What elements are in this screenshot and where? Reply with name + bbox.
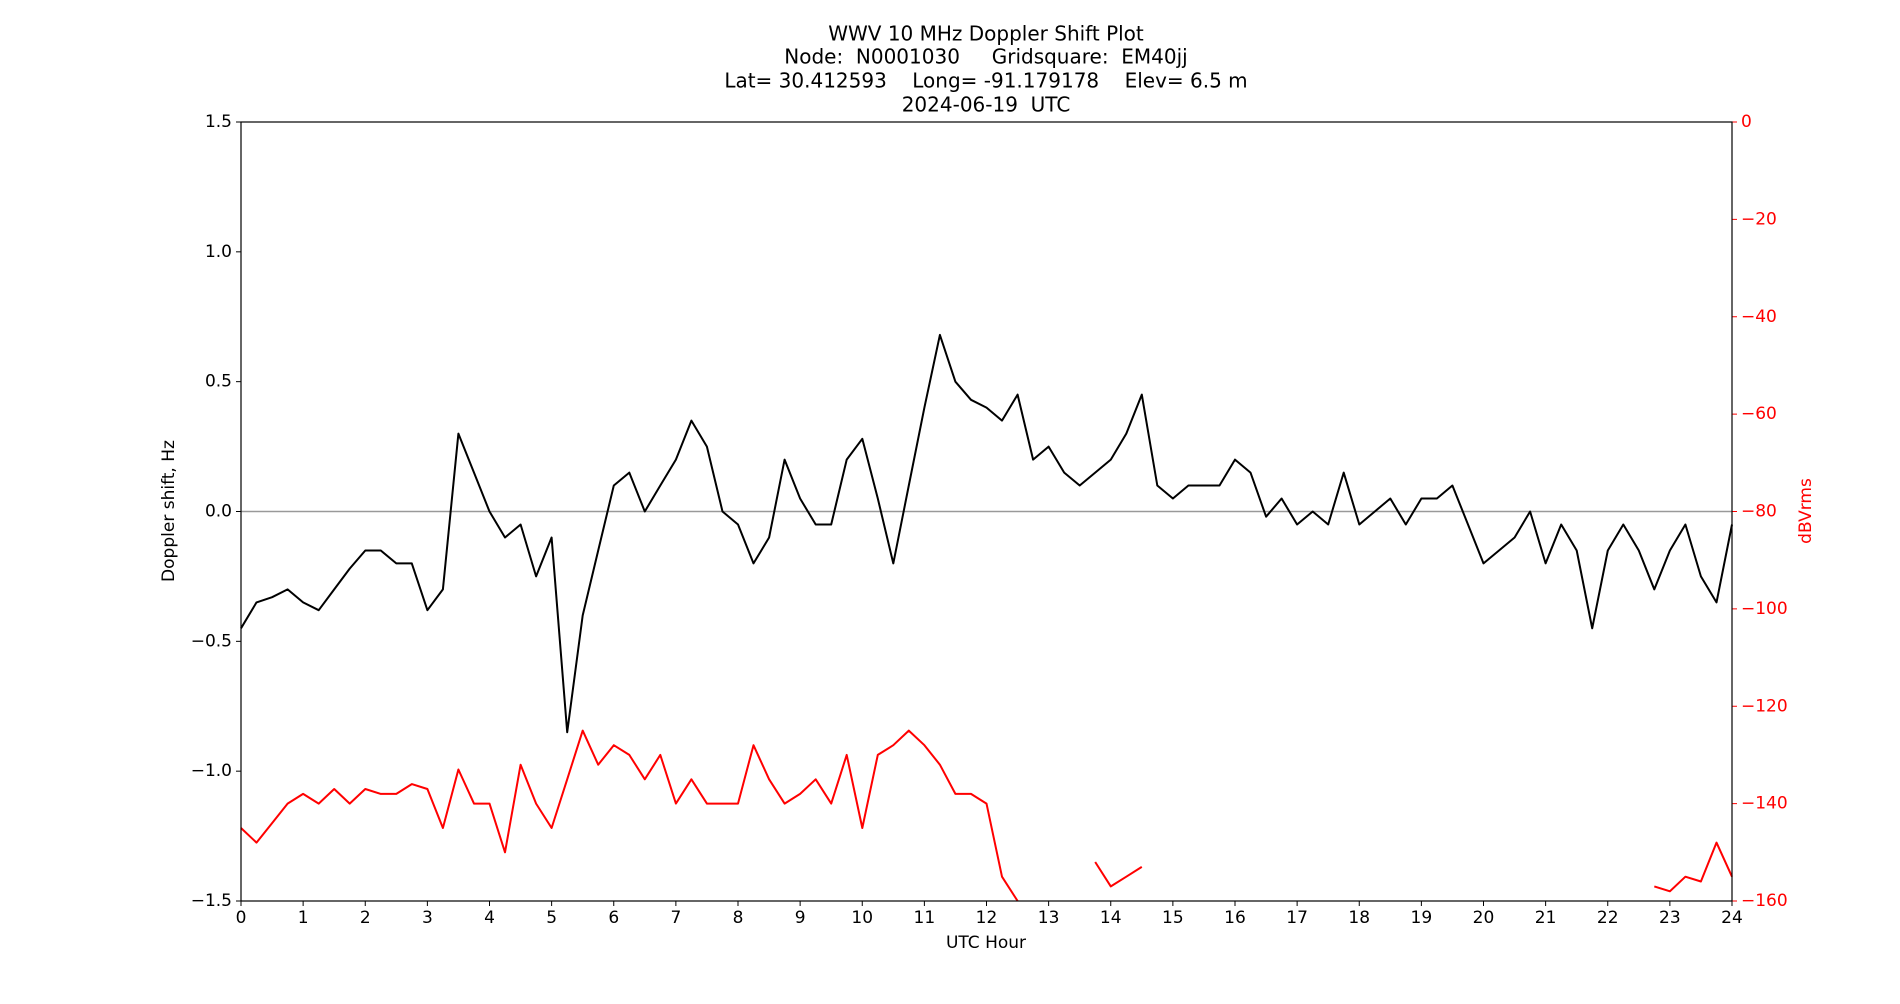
x-tick-label: 3 [422,908,433,928]
x-tick-label: 12 [976,908,998,928]
x-tick-label: 2 [360,908,371,928]
x-tick-label: 6 [608,908,619,928]
y2-tick-label: −140 [1741,794,1788,814]
y-tick-label: −0.5 [191,631,232,651]
chart-title: WWV 10 MHz Doppler Shift Plot [828,22,1144,46]
y2-tick-label: −120 [1741,696,1788,716]
y2-tick-label: −80 [1741,502,1777,522]
y-axis-label: Doppler shift, Hz [159,440,179,582]
x-tick-label: 8 [733,908,744,928]
y2-tick-label: −60 [1741,404,1777,424]
y-tick-label: −1.0 [191,761,232,781]
x-tick-label: 20 [1473,908,1495,928]
data-line [240,333,1733,734]
y2-tick-label: −160 [1741,891,1788,911]
y2-axis-label: dBVrms [1796,478,1816,544]
y2-tick-label: −100 [1741,599,1788,619]
chart-subtitle: 2024-06-19 UTC [902,93,1071,117]
chart-subtitle: Node: N0001030 Gridsquare: EM40jj [784,45,1188,69]
x-tick-label: 14 [1100,908,1122,928]
x-tick-label: 23 [1659,908,1681,928]
chart-subtitle: Lat= 30.412593 Long= -91.179178 Elev= 6.… [724,69,1247,93]
y-tick-label: −1.5 [191,891,232,911]
x-tick-label: 18 [1348,908,1370,928]
y-tick-label: 0.5 [205,372,232,392]
x-tick-label: 15 [1162,908,1184,928]
x-axis-label: UTC Hour [946,933,1026,953]
data-line [240,729,1733,902]
y2-tick-label: 0 [1741,112,1752,132]
x-tick-label: 4 [484,908,495,928]
x-tick-label: 21 [1535,908,1557,928]
y2-tick-label: −40 [1741,307,1777,327]
x-tick-label: 13 [1038,908,1060,928]
x-tick-label: 10 [851,908,873,928]
x-tick-label: 0 [236,908,247,928]
x-tick-label: 24 [1721,908,1743,928]
x-tick-label: 1 [298,908,309,928]
x-tick-label: 19 [1411,908,1433,928]
y-tick-label: 0.0 [205,502,232,522]
x-tick-label: 9 [795,908,806,928]
y-tick-label: 1.0 [205,242,232,262]
x-tick-label: 17 [1286,908,1308,928]
x-tick-label: 16 [1224,908,1246,928]
y-tick-label: 1.5 [205,112,232,132]
y2-tick-label: −20 [1741,209,1777,229]
x-tick-label: 11 [914,908,936,928]
plot-frame [240,121,1733,902]
x-tick-label: 7 [670,908,681,928]
x-tick-label: 5 [546,908,557,928]
x-tick-label: 22 [1597,908,1619,928]
